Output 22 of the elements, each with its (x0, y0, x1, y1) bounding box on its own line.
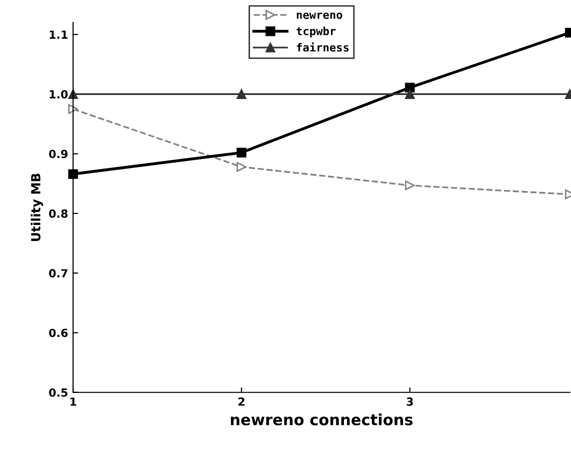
point (405, 180, 415, 190)
x-tick-label: 2 (238, 397, 244, 406)
point (236, 89, 246, 99)
legend-label: newreno (296, 12, 342, 19)
x-tick-label: 1 (70, 398, 76, 406)
y-axis-title: Utility MB (30, 174, 43, 242)
legend-label: fairness (296, 42, 349, 52)
point (405, 82, 415, 92)
point (236, 162, 246, 172)
y-tick-label: 0.8 (49, 209, 68, 218)
point (68, 169, 78, 179)
legend-label: tcpwbr (296, 26, 336, 38)
y-tick-label: 0.6 (49, 328, 68, 338)
point (236, 148, 246, 158)
x-tick-label: 3 (406, 397, 413, 406)
point (405, 89, 415, 99)
y-tick-label: 1.1 (50, 30, 68, 39)
y-tick-label: 0.7 (49, 269, 68, 278)
y-tick-label: 0.9 (49, 150, 68, 158)
x-axis-title: newreno connections (230, 414, 413, 426)
y-tick-label: 0.5 (49, 388, 68, 397)
y-tick-label: 1.0 (50, 90, 68, 99)
